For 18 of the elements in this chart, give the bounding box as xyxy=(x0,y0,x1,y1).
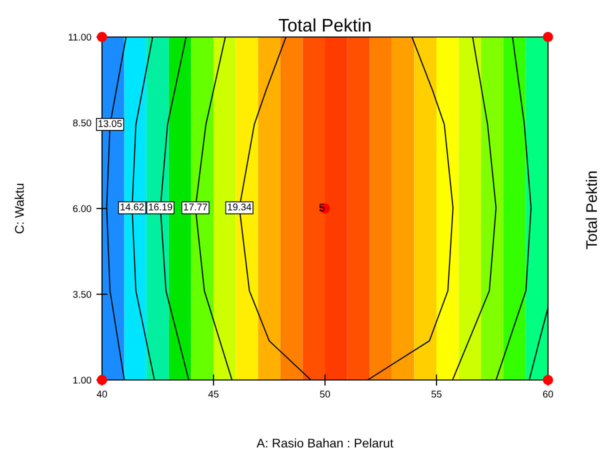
y-axis-title: C: Waktu xyxy=(14,184,24,234)
x-tick-label: 45 xyxy=(208,390,218,398)
point xyxy=(542,32,554,42)
chart-title: Total Pektin xyxy=(278,18,370,32)
y-tick-label: 11.00 xyxy=(68,34,92,41)
point xyxy=(542,374,554,386)
text: Total Pektin xyxy=(586,172,597,250)
point xyxy=(96,32,108,42)
y-tick-label: 8.50 xyxy=(73,119,92,126)
x-axis-title: A: Rasio Bahan : Pelarut xyxy=(256,438,394,448)
y-tick-label: 1.00 xyxy=(73,376,92,384)
x-tick-label: 40 xyxy=(96,390,108,398)
y-tick-label: 6.00 xyxy=(73,205,92,212)
annotation: 5 xyxy=(319,204,325,212)
x-tick-label: 55 xyxy=(431,390,442,398)
x-tick-label: 50 xyxy=(320,390,330,398)
y-tick-label: 3.50 xyxy=(73,290,92,298)
x-tick-label: 60 xyxy=(543,390,554,398)
